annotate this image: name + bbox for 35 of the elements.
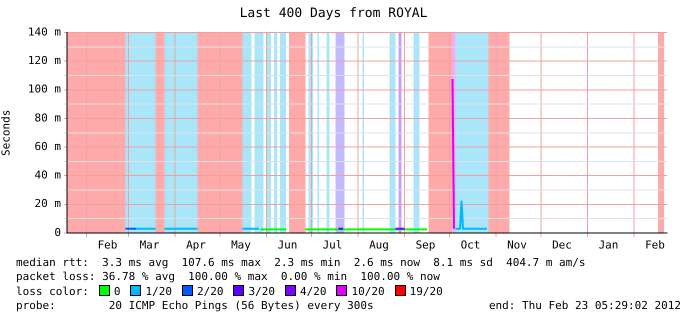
x-tick-label: Sep — [416, 238, 436, 252]
x-tick-label: Oct — [460, 238, 480, 252]
legend-label: 3/20 — [248, 285, 275, 298]
legend-label: 1/20 — [145, 285, 172, 298]
text: median rtt: 3.3 ms avg 107.6 ms max 2.3 ms min 2.6 ms now 8.1 ms sd 404.7 m am/s — [16, 256, 586, 269]
y-tick-label: 20 m — [34, 197, 62, 210]
y-tick-label: 140 m — [28, 25, 62, 38]
y-tick-label: 120 m — [28, 54, 62, 68]
y-tick-label: 100 m — [28, 82, 62, 96]
legend-label: 10/20 — [351, 285, 385, 298]
x-tick-label: Apr — [186, 238, 206, 252]
y-axis-title: Seconds — [0, 110, 12, 156]
y-tick-label: 40 m — [34, 168, 62, 182]
x-tick-label: Dec — [552, 238, 572, 252]
legend-label: 0 — [114, 285, 120, 298]
legend-label: 4/20 — [300, 285, 326, 298]
legend-label: 2/20 — [196, 285, 224, 298]
x-tick-label: Nov — [507, 238, 528, 252]
x-tick-label: Jun — [278, 238, 298, 252]
y-tick-label: 60 m — [34, 140, 62, 153]
legend-label: 19/20 — [410, 285, 443, 298]
text: packet loss: 36.78 % avg 100.00 % max 0.00 % min 100.00 % now — [16, 270, 440, 283]
text: end: Thu Feb 23 05:29:02 2012 — [488, 299, 681, 312]
x-tick-label: Feb — [98, 238, 118, 252]
x-tick-label: Aug — [369, 238, 389, 252]
x-tick-label: Mar — [140, 238, 160, 252]
text: probe: 20 ICMP Echo Pings (56 Bytes) every 300s — [16, 299, 374, 312]
chart-title: Last 400 Days from ROYAL — [240, 6, 428, 22]
x-tick-label: Jul — [322, 238, 342, 252]
legend-title: loss color: — [16, 285, 89, 298]
y-tick-label: 0 — [54, 226, 61, 239]
x-tick-label: Jan — [598, 238, 618, 252]
y-tick-label: 80 m — [34, 111, 62, 124]
x-tick-label: Feb — [645, 238, 665, 252]
x-tick-label: May — [231, 238, 252, 252]
